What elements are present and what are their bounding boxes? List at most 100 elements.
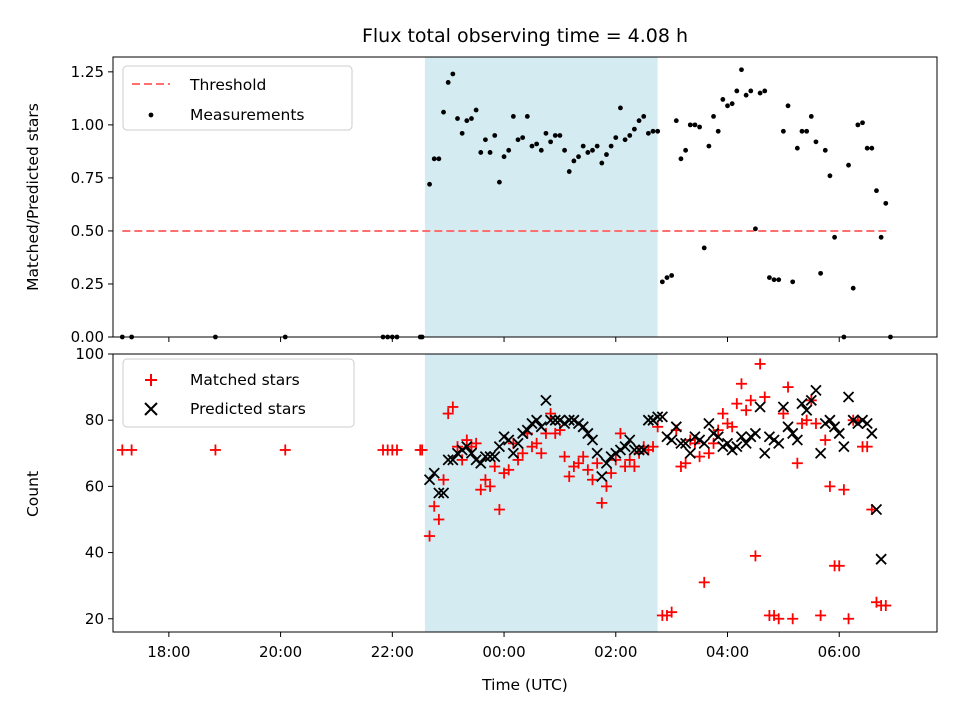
x-tick-label: 18:00 xyxy=(147,643,190,661)
matched-star-point xyxy=(209,444,221,456)
matched-star-point xyxy=(703,447,715,459)
measurement-point xyxy=(673,118,679,124)
ratio-y-tick-label: 1.00 xyxy=(71,116,104,134)
predicted-star-point xyxy=(666,434,678,446)
matched-star-point xyxy=(787,613,799,625)
measurement-point xyxy=(659,279,665,285)
measurement-point xyxy=(683,147,689,153)
predicted-star-point xyxy=(712,431,724,443)
predicted-star-point xyxy=(479,450,492,463)
measurement-point xyxy=(697,124,702,130)
measurement-point xyxy=(510,113,516,119)
predicted-star-point xyxy=(875,553,887,565)
measurement-point xyxy=(850,285,856,291)
legend-measurements-label: Measurements xyxy=(190,106,305,124)
measurement-point xyxy=(650,128,656,134)
measurement-point xyxy=(576,154,581,160)
legend-predicted-label: Predicted stars xyxy=(190,400,306,418)
ratio-plot-frame xyxy=(112,56,938,338)
matched-star-point xyxy=(535,447,547,459)
matched-star-point xyxy=(824,480,836,492)
measurement-point xyxy=(641,113,647,119)
matched-star-point xyxy=(735,378,747,390)
predicted-star-point xyxy=(828,421,841,433)
measurement-point xyxy=(701,245,707,251)
measurement-point xyxy=(599,160,605,166)
matched-star-point xyxy=(424,530,436,542)
ratio-axis-ticks: 0.00 0.25 0.50 0.75 1.00 1.25 xyxy=(71,63,840,346)
predicted-star-point xyxy=(558,417,571,430)
x-tick-label: 02:00 xyxy=(594,643,637,661)
matched-star-point xyxy=(759,391,771,403)
measurement-point xyxy=(478,150,484,155)
matched-star-point xyxy=(843,613,855,625)
predicted-star-point xyxy=(842,391,855,403)
measurement-point xyxy=(720,97,726,102)
predicted-star-point xyxy=(498,431,510,443)
predicted-star-point xyxy=(521,424,533,436)
predicted-star-point xyxy=(572,417,585,430)
matched-star-point xyxy=(600,480,612,492)
measurement-point xyxy=(492,133,498,138)
measurement-point xyxy=(776,277,782,283)
predicted-stars-series xyxy=(423,384,887,565)
matched-star-point xyxy=(479,474,491,486)
measurement-point xyxy=(767,275,772,281)
predicted-star-point xyxy=(451,447,464,459)
predicted-star-point xyxy=(568,414,580,426)
measurement-point xyxy=(548,139,554,145)
predicted-star-point xyxy=(717,441,729,453)
matched-star-point xyxy=(573,457,585,469)
matched-star-point xyxy=(777,408,789,420)
measurement-point xyxy=(608,143,614,149)
predicted-star-point xyxy=(628,444,641,456)
measurement-point xyxy=(753,226,758,232)
matched-star-point xyxy=(680,457,692,469)
measurement-point xyxy=(594,143,600,149)
predicted-star-point xyxy=(745,431,757,443)
measurement-point xyxy=(566,169,572,174)
matched-star-point xyxy=(554,424,566,436)
matched-star-point xyxy=(861,441,873,453)
predicted-star-point xyxy=(544,414,557,426)
measurement-point xyxy=(557,133,563,138)
matched-star-point xyxy=(447,401,459,413)
matched-stars-series xyxy=(116,358,892,625)
count-plot-frame xyxy=(112,353,938,633)
predicted-star-point xyxy=(596,470,608,483)
predicted-star-point xyxy=(433,487,445,499)
measurement-point xyxy=(622,137,628,143)
predicted-star-point xyxy=(484,450,496,463)
count-y-tick-label: 20 xyxy=(85,610,104,628)
measurement-point xyxy=(743,92,749,98)
count-legend-box xyxy=(122,358,355,428)
legend-matched-swatch xyxy=(145,374,157,386)
ratio-y-tick-label: 0.25 xyxy=(71,275,104,293)
predicted-star-point xyxy=(791,434,803,446)
chart-title: Flux total observing time = 4.08 h xyxy=(362,25,688,47)
predicted-star-point xyxy=(624,434,636,446)
measurement-point xyxy=(473,107,479,113)
matched-star-point xyxy=(577,451,589,463)
predicted-star-point xyxy=(726,444,738,456)
measurement-point xyxy=(538,147,544,153)
matched-star-point xyxy=(698,576,710,588)
legend-threshold-label: Threshold xyxy=(189,76,266,94)
measurement-point xyxy=(520,135,526,141)
matched-star-point xyxy=(559,451,571,463)
measurement-point xyxy=(496,179,502,185)
measurement-point xyxy=(715,128,721,134)
measurement-point xyxy=(524,113,530,119)
count-y-tick-label: 80 xyxy=(85,411,104,429)
matched-star-point xyxy=(438,474,450,486)
measurement-point xyxy=(869,145,875,151)
measurement-point xyxy=(669,273,675,278)
predicted-star-point xyxy=(838,441,850,453)
predicted-star-point xyxy=(754,401,766,413)
ratio-y-tick-label: 0.00 xyxy=(71,328,104,346)
matched-star-point xyxy=(666,606,678,618)
matched-star-point xyxy=(791,457,803,469)
matched-star-point xyxy=(782,381,794,393)
matched-star-point xyxy=(503,464,515,476)
measurement-point xyxy=(832,234,837,240)
